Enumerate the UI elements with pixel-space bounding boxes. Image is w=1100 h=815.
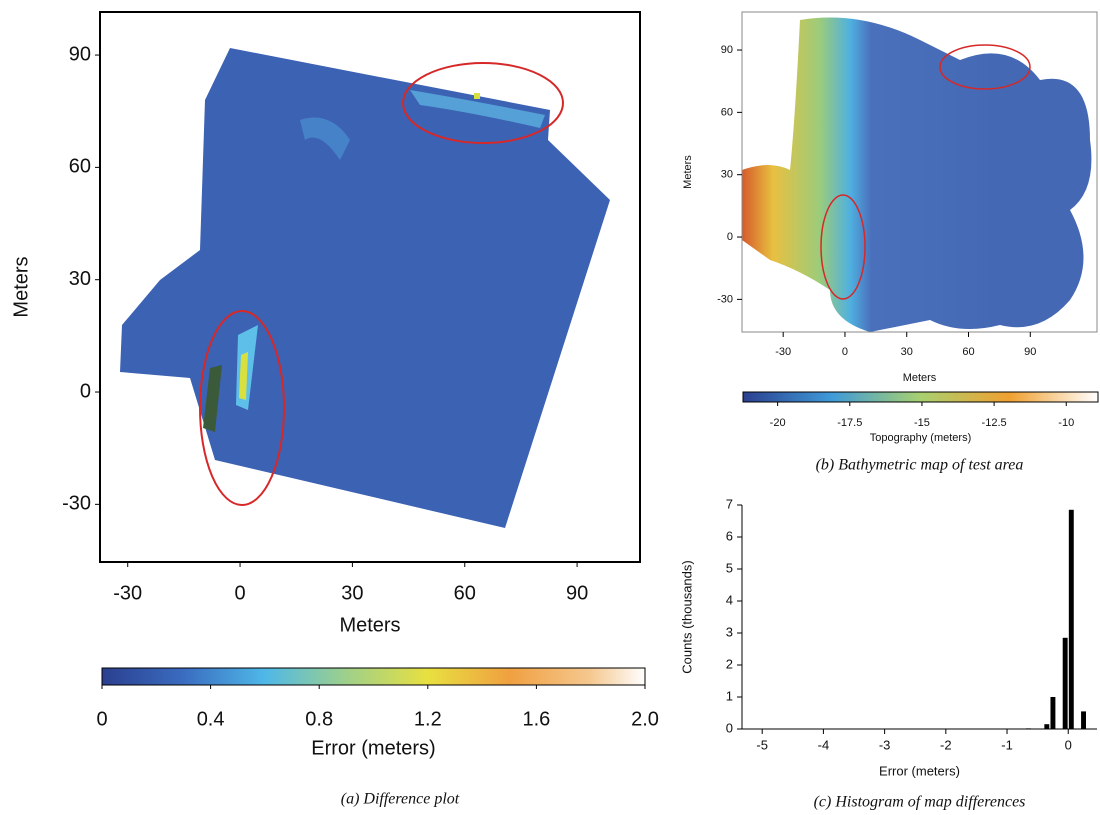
y-tick-label: 5 — [726, 560, 733, 575]
x-tick-label: 90 — [1024, 346, 1036, 358]
colorbar — [102, 668, 645, 685]
x-tick-label: -1 — [1001, 737, 1013, 752]
y-axis-label: Counts (thousands) — [679, 560, 694, 673]
bar — [1069, 510, 1074, 729]
x-tick-label: -2 — [940, 737, 952, 752]
bathymetric-map — [742, 18, 1091, 333]
colorbar-tick-label: -15 — [914, 417, 930, 429]
x-tick-label: 0 — [234, 582, 245, 604]
y-tick-label: 0 — [726, 720, 733, 735]
caption: (c) Histogram of map differences — [814, 794, 1026, 811]
x-tick-label: -4 — [818, 737, 830, 752]
x-tick-label: 0 — [1065, 737, 1072, 752]
caption: (a) Difference plot — [341, 791, 460, 808]
y-tick-label: 4 — [726, 592, 733, 607]
caption: (b) Bathymetric map of test area — [816, 457, 1024, 474]
x-axis-label: Meters — [339, 614, 400, 636]
colorbar-tick-label: -10 — [1058, 417, 1074, 429]
colorbar-label: Error (meters) — [311, 737, 435, 759]
colorbar-tick-label: 2.0 — [631, 708, 659, 730]
x-tick-label: -30 — [775, 346, 791, 358]
y-tick-label: 60 — [721, 106, 733, 118]
x-tick-label: 90 — [566, 582, 588, 604]
y-tick-label: 30 — [69, 268, 91, 290]
y-axis-label: Meters — [10, 256, 32, 317]
x-tick-label: 0 — [842, 346, 848, 358]
x-tick-label: -5 — [756, 737, 768, 752]
y-tick-label: 1 — [726, 688, 733, 703]
x-tick-label: 60 — [962, 346, 974, 358]
y-tick-label: -30 — [717, 293, 733, 305]
y-tick-label: -30 — [62, 493, 91, 515]
colorbar-tick-label: 0 — [96, 708, 107, 730]
y-tick-label: 0 — [727, 231, 733, 243]
colorbar-tick-label: 1.6 — [522, 708, 550, 730]
y-tick-label: 60 — [69, 156, 91, 178]
y-tick-label: 6 — [726, 528, 733, 543]
bar — [1050, 697, 1055, 729]
y-tick-label: 30 — [721, 169, 733, 181]
y-tick-label: 3 — [726, 624, 733, 639]
bar — [1063, 638, 1068, 729]
difference-map — [120, 48, 610, 528]
y-tick-label: 7 — [726, 496, 733, 511]
colorbar-tick-label: 1.2 — [414, 708, 442, 730]
colorbar-label: Topography (meters) — [870, 432, 972, 444]
x-tick-label: 30 — [901, 346, 913, 358]
x-tick-label: 30 — [341, 582, 363, 604]
colorbar-tick-label: -20 — [770, 417, 786, 429]
colorbar-tick-label: -12.5 — [982, 417, 1007, 429]
y-tick-label: 90 — [721, 44, 733, 56]
y-tick-label: 90 — [69, 43, 91, 65]
bar — [1044, 724, 1049, 729]
x-tick-label: 60 — [454, 582, 476, 604]
y-tick-label: 2 — [726, 656, 733, 671]
colorbar-tick-label: 0.8 — [305, 708, 333, 730]
x-tick-label: -3 — [879, 737, 891, 752]
y-tick-label: 0 — [80, 380, 91, 402]
colorbar-tick-label: -17.5 — [837, 417, 862, 429]
x-axis-label: Error (meters) — [879, 763, 960, 778]
figure: -300306090-300306090MetersMeters00.40.81… — [0, 0, 1100, 815]
x-axis-label: Meters — [903, 372, 937, 384]
colorbar-tick-label: 0.4 — [197, 708, 225, 730]
x-tick-label: -30 — [113, 582, 142, 604]
bar — [1081, 711, 1086, 729]
colorbar — [743, 392, 1098, 402]
y-axis-label: Meters — [682, 155, 694, 189]
